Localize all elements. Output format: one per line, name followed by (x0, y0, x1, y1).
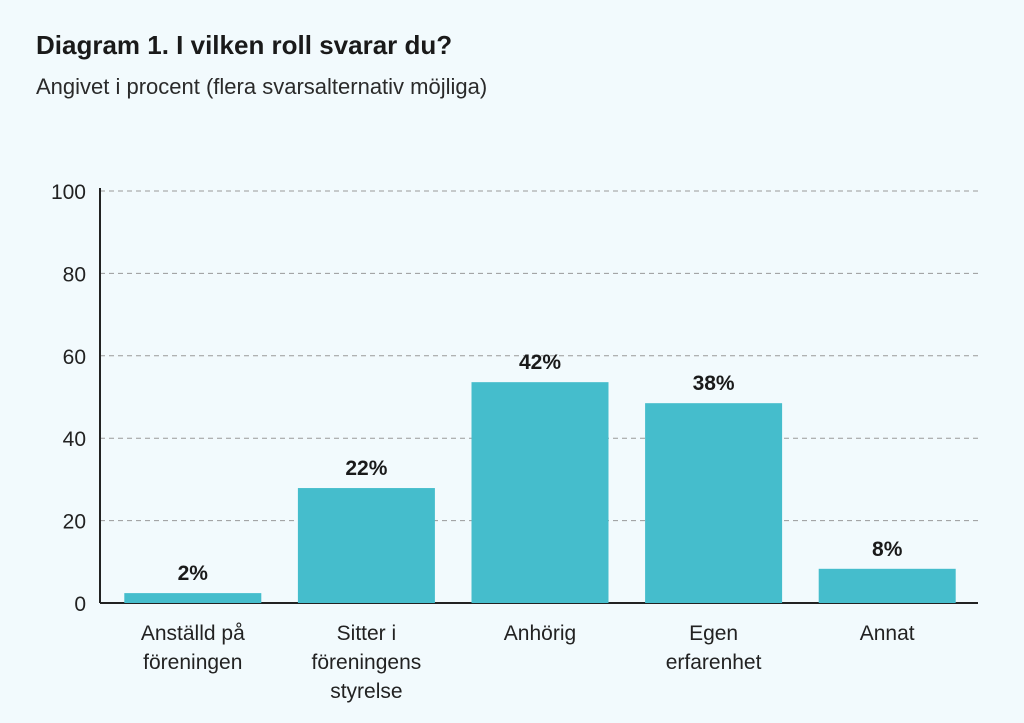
bar (124, 593, 262, 603)
category-label: Anställd på (141, 622, 245, 645)
y-tick-label: 40 (63, 428, 86, 451)
category-label: Sitter i (337, 622, 397, 645)
bar (297, 488, 435, 603)
chart-title: Diagram 1. I vilken roll svarar du? (36, 30, 453, 60)
y-tick-label: 60 (63, 346, 86, 369)
category-label: Egen (689, 622, 738, 645)
y-tick-label: 80 (63, 263, 86, 286)
chart-subtitle: Angivet i procent (flera svarsalternativ… (36, 74, 488, 99)
data-label: 2% (178, 562, 209, 585)
category-label: styrelse (330, 680, 402, 703)
category-label: föreningens (312, 651, 422, 674)
data-label: 42% (519, 351, 561, 374)
data-label: 8% (872, 538, 903, 561)
category-label: Anhörig (504, 622, 576, 645)
bar (645, 403, 783, 603)
y-tick-label: 20 (63, 511, 86, 534)
category-label: föreningen (143, 651, 242, 674)
data-label: 38% (693, 372, 735, 395)
y-tick-label: 100 (51, 181, 86, 204)
category-label: erfarenhet (666, 651, 762, 674)
bar (818, 568, 956, 603)
category-label: Annat (860, 622, 915, 645)
bar (471, 382, 609, 603)
data-label: 22% (345, 457, 387, 480)
y-tick-label: 0 (74, 593, 86, 616)
